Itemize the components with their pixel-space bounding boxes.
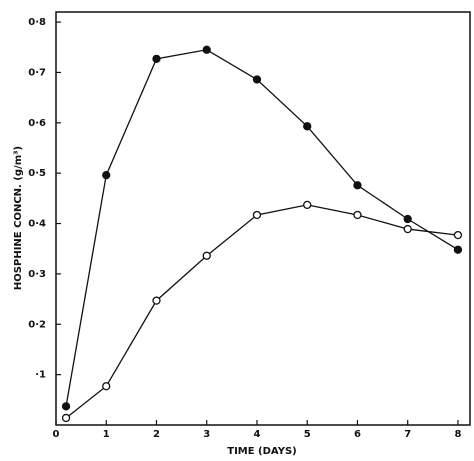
- y-tick-label: 0·3: [28, 269, 46, 280]
- data-point: [353, 181, 362, 190]
- y-tick-label: 0·7: [28, 67, 46, 78]
- data-point: [102, 382, 111, 391]
- data-point: [403, 214, 412, 224]
- x-tick-label: 7: [404, 429, 411, 440]
- x-tick-label: 5: [304, 429, 311, 440]
- data-point: [152, 54, 161, 63]
- data-point: [152, 296, 161, 305]
- data-point: [303, 200, 312, 210]
- data-point: [453, 230, 463, 240]
- x-tick-label: 3: [203, 429, 210, 440]
- data-point: [202, 251, 211, 260]
- y-tick-label: ·1: [35, 370, 46, 381]
- x-tick-label: 8: [454, 429, 461, 440]
- x-tick-label: 2: [153, 429, 160, 440]
- data-point: [61, 402, 71, 411]
- y-axis-label: HOSPHINE CONCN. (g/m³): [13, 146, 24, 290]
- data-point: [353, 210, 362, 220]
- y-tick-label: 0·4: [28, 219, 46, 230]
- y-tick-label: 0·5: [28, 168, 46, 179]
- x-axis-label: TIME (DAYS): [227, 446, 296, 457]
- data-point: [252, 75, 262, 84]
- x-tick-label: 0: [53, 429, 60, 440]
- y-tick-label: 0·8: [28, 17, 46, 28]
- y-tick-label: 0·6: [28, 118, 46, 129]
- x-tick-label: 6: [354, 429, 361, 440]
- series-line: [65, 49, 459, 407]
- x-tick-label: 4: [253, 429, 260, 440]
- data-point: [61, 413, 71, 423]
- data-point: [202, 45, 211, 54]
- data-point: [303, 122, 312, 131]
- data-point: [252, 210, 262, 220]
- plot-frame: [55, 11, 471, 426]
- y-tick-label: 0·2: [28, 319, 46, 330]
- data-point: [102, 171, 111, 180]
- data-point: [453, 245, 463, 254]
- series-line: [65, 204, 459, 419]
- x-tick-label: 1: [103, 429, 110, 440]
- data-point: [403, 224, 412, 234]
